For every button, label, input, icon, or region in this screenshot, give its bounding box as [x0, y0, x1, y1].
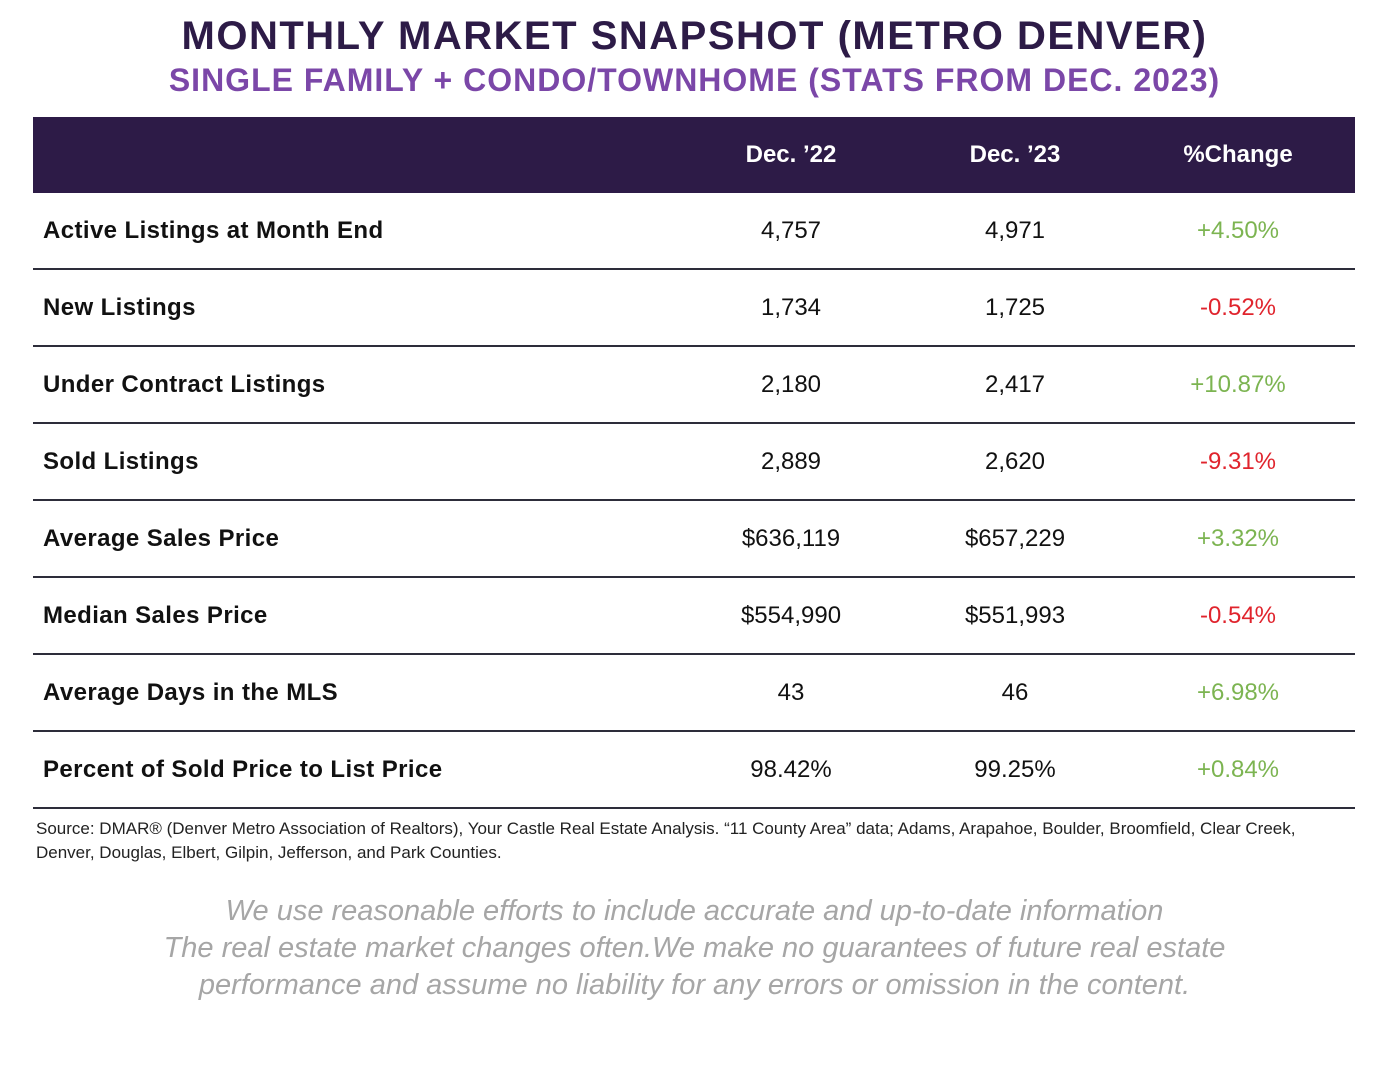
column-header-change: %Change: [1183, 141, 1293, 168]
table-row: Under Contract Listings 2,180 2,417 +10.…: [33, 347, 1355, 424]
percent-change-value: +10.87%: [1190, 370, 1286, 398]
disclaimer: We use reasonable efforts to include acc…: [0, 893, 1389, 1004]
table-row: Percent of Sold Price to List Price 98.4…: [33, 732, 1355, 809]
dec-22-value: 43: [777, 678, 805, 706]
table-header: Dec. ’22 Dec. ’23 %Change: [33, 117, 1355, 193]
percent-change-value: +0.84%: [1196, 755, 1280, 783]
percent-change-value: +3.32%: [1196, 524, 1280, 552]
dec-23-value: 2,417: [984, 370, 1046, 398]
row-label: Percent of Sold Price to List Price: [43, 755, 443, 783]
column-header-dec-22: Dec. ’22: [745, 141, 837, 168]
table-row: New Listings 1,734 1,725 -0.52%: [33, 270, 1355, 347]
dec-23-value: $551,993: [964, 601, 1066, 629]
dec-22-value: $554,990: [740, 601, 842, 629]
row-label: Under Contract Listings: [43, 370, 326, 398]
dec-23-value: 46: [1001, 678, 1029, 706]
page-subtitle: SINGLE FAMILY + CONDO/TOWNHOME (STATS FR…: [168, 62, 1221, 98]
dec-22-value: 4,757: [760, 216, 822, 244]
percent-change-value: -0.52%: [1199, 293, 1277, 321]
row-label: Sold Listings: [43, 447, 199, 475]
row-label: Average Days in the MLS: [43, 678, 339, 706]
table-row: Average Sales Price $636,119 $657,229 +3…: [33, 501, 1355, 578]
row-label: New Listings: [43, 293, 196, 321]
percent-change-value: +6.98%: [1196, 678, 1280, 706]
dec-23-value: 99.25%: [974, 755, 1056, 783]
dec-23-value: $657,229: [964, 524, 1066, 552]
dec-23-value: 4,971: [984, 216, 1046, 244]
table-row: Average Days in the MLS 43 46 +6.98%: [33, 655, 1355, 732]
dec-23-value: 2,620: [984, 447, 1046, 475]
disclaimer-line: The real estate market changes often.We …: [163, 932, 1226, 964]
row-label: Average Sales Price: [43, 524, 280, 552]
disclaimer-line: performance and assume no liability for …: [198, 969, 1191, 1001]
column-header-dec-23: Dec. ’23: [969, 141, 1061, 168]
table-row: Active Listings at Month End 4,757 4,971…: [33, 193, 1355, 270]
disclaimer-line: We use reasonable efforts to include acc…: [225, 895, 1164, 927]
table-row: Median Sales Price $554,990 $551,993 -0.…: [33, 578, 1355, 655]
source-note: Source: DMAR® (Denver Metro Association …: [36, 819, 1296, 862]
dec-22-value: 98.42%: [750, 755, 832, 783]
dec-22-value: 2,180: [760, 370, 822, 398]
dec-22-value: $636,119: [741, 524, 841, 552]
percent-change-value: -0.54%: [1199, 601, 1277, 629]
dec-23-value: 1,725: [984, 293, 1046, 321]
page-title: MONTHLY MARKET SNAPSHOT (METRO DENVER): [181, 14, 1208, 58]
row-label: Active Listings at Month End: [43, 216, 384, 244]
percent-change-value: +4.50%: [1196, 216, 1280, 244]
table-row: Sold Listings 2,889 2,620 -9.31%: [33, 424, 1355, 501]
row-label: Median Sales Price: [43, 601, 268, 629]
market-snapshot-table: Dec. ’22 Dec. ’23 %Change Active Listing…: [33, 117, 1355, 809]
dec-22-value: 1,734: [760, 293, 822, 321]
percent-change-value: -9.31%: [1199, 447, 1277, 475]
dec-22-value: 2,889: [760, 447, 822, 475]
